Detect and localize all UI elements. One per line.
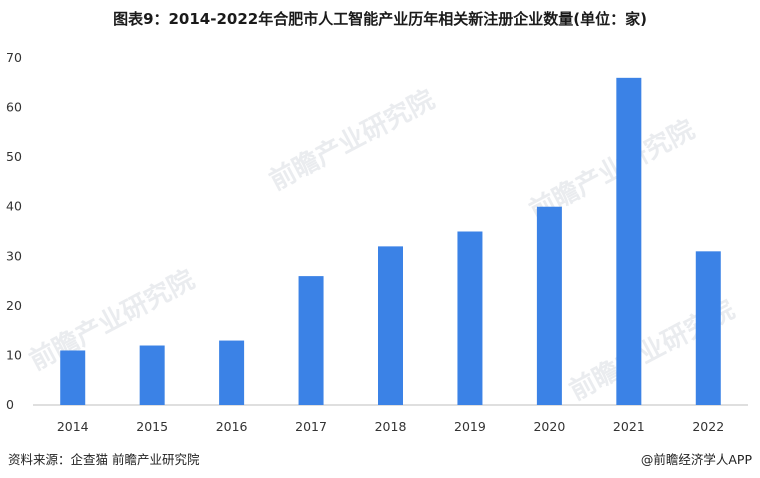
credit-note: @前瞻经济学人APP xyxy=(640,452,752,467)
y-tick-label: 60 xyxy=(6,100,22,115)
chart-title: 图表9：2014-2022年合肥市人工智能产业历年相关新注册企业数量(单位：家) xyxy=(113,10,647,28)
bar-2015 xyxy=(139,345,165,405)
x-tick-label: 2021 xyxy=(613,419,645,434)
x-tick-label: 2016 xyxy=(216,419,248,434)
y-tick-label: 0 xyxy=(6,397,14,412)
y-tick-label: 10 xyxy=(6,347,22,362)
bar-2014 xyxy=(60,350,86,405)
y-tick-label: 20 xyxy=(6,298,22,313)
bar-2020 xyxy=(536,206,562,405)
x-tick-label: 2020 xyxy=(533,419,565,434)
bar-2021 xyxy=(616,77,642,405)
y-tick-label: 70 xyxy=(6,50,22,65)
x-tick-label: 2019 xyxy=(454,419,486,434)
x-tick-label: 2015 xyxy=(136,419,168,434)
x-tick-label: 2014 xyxy=(57,419,89,434)
bar-2016 xyxy=(219,340,245,405)
bar-2017 xyxy=(298,276,324,405)
y-tick-label: 50 xyxy=(6,149,22,164)
x-tick-label: 2017 xyxy=(295,419,327,434)
source-note: 资料来源：企查猫 前瞻产业研究院 xyxy=(8,452,200,467)
bar-2022 xyxy=(695,251,721,405)
y-tick-label: 40 xyxy=(6,199,22,214)
bar-2018 xyxy=(378,246,403,405)
x-tick-label: 2018 xyxy=(375,419,407,434)
bar-2019 xyxy=(457,231,483,405)
y-tick-label: 30 xyxy=(6,248,22,263)
x-tick-label: 2022 xyxy=(692,419,724,434)
